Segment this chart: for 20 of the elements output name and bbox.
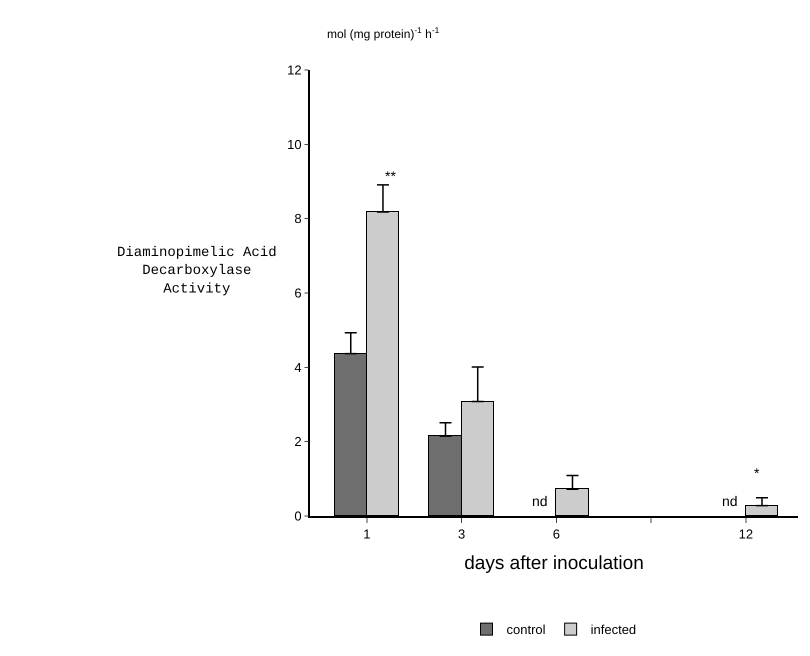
annotation: nd: [722, 493, 738, 509]
y-tick-label: 12: [287, 62, 302, 78]
y-tick-label: 2: [294, 434, 302, 450]
y-tick-label: 10: [287, 136, 302, 152]
x-tick-label: 1: [363, 526, 370, 542]
y-tick-label: 8: [294, 211, 302, 226]
x-tick-label: 6: [552, 526, 560, 542]
annotation: **: [385, 168, 396, 184]
annotation: nd: [532, 493, 548, 509]
annotation: *: [754, 465, 760, 481]
legend-label: control: [506, 622, 546, 638]
x-tick-label: 12: [738, 526, 754, 542]
x-tick-label: 3: [458, 526, 466, 542]
x-axis-title: days after inoculation: [464, 552, 644, 574]
legend-label: infected: [590, 622, 636, 638]
y-axis-title: Diaminopimelic Acid Decarboxylase Activity: [117, 245, 277, 298]
chart-subtitle: mol (mg protein)$^{-1}$ h$^{-1}$: [327, 25, 440, 42]
y-tick-label: 4: [294, 360, 302, 375]
y-tick-label: 6: [294, 286, 302, 301]
y-tick-label: 0: [294, 508, 302, 524]
